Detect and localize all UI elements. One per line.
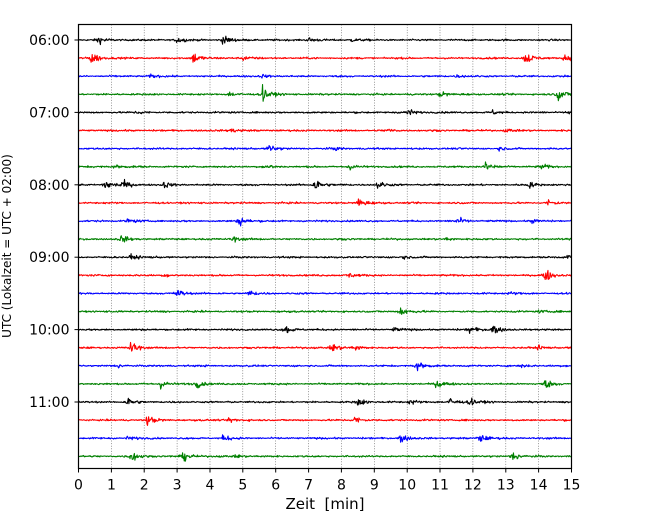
- trace-line: [78, 109, 573, 116]
- trace-line: [78, 434, 572, 443]
- x-tick-label: 14: [530, 478, 548, 494]
- x-tick-label: 3: [173, 478, 182, 494]
- y-tick-label: 08:00: [29, 178, 69, 194]
- x-tick-label: 15: [563, 478, 581, 494]
- y-tick-label: 09:00: [29, 250, 69, 266]
- trace-line: [78, 128, 572, 133]
- x-tick-label: 1: [107, 478, 116, 494]
- trace-line: [78, 178, 572, 189]
- x-tick-label: 0: [74, 478, 83, 494]
- trace-line: [78, 341, 573, 352]
- x-tick-label: 10: [398, 478, 416, 494]
- trace-group: [77, 35, 573, 462]
- plot-frame: [77, 23, 573, 470]
- y-tick-label: 07:00: [29, 105, 69, 121]
- x-tick-label: 12: [464, 478, 482, 494]
- y-axis-ticks: 06:00 07:00 08:00 09:00 10:00 11:00: [29, 33, 79, 411]
- trace-line: [78, 253, 572, 260]
- x-tick-label: 5: [238, 478, 247, 494]
- trace-line: [78, 53, 573, 63]
- x-axis-title: Zeit [min]: [285, 495, 364, 513]
- trace-line: [78, 380, 572, 390]
- y-axis-title: UTC (Lokalzeit = UTC + 02:00): [0, 154, 14, 338]
- trace-line: [78, 269, 572, 281]
- x-tick-label: 8: [337, 478, 346, 494]
- x-tick-label: 13: [497, 478, 515, 494]
- trace-line: [78, 307, 572, 315]
- x-tick-label: 11: [431, 478, 449, 494]
- trace-line: [78, 73, 572, 79]
- trace-line: [78, 362, 572, 372]
- y-tick-label: 10:00: [29, 323, 69, 339]
- trace-line: [78, 35, 572, 46]
- trace-line: [78, 84, 572, 102]
- trace-line: [77, 235, 572, 243]
- y-tick-label: 11:00: [29, 395, 69, 411]
- y-tick-label: 06:00: [29, 33, 69, 49]
- trace-line: [78, 289, 572, 296]
- trace-line: [78, 416, 572, 426]
- trace-line: [78, 397, 572, 406]
- x-tick-label: 9: [370, 478, 379, 494]
- x-tick-label: 7: [304, 478, 313, 494]
- trace-line: [78, 198, 572, 206]
- x-axis-ticks: 0 1 2 3 4 5 6 7 8 9 10 11 12 13 14 15: [74, 468, 581, 494]
- trace-line: [78, 216, 572, 227]
- x-tick-label: 2: [140, 478, 149, 494]
- x-tick-label: 6: [271, 478, 280, 494]
- trace-line: [78, 452, 572, 462]
- vertical-grid: [111, 24, 539, 469]
- x-tick-label: 4: [206, 478, 215, 494]
- trace-line: [78, 161, 573, 171]
- trace-line: [78, 325, 572, 334]
- trace-line: [78, 144, 572, 152]
